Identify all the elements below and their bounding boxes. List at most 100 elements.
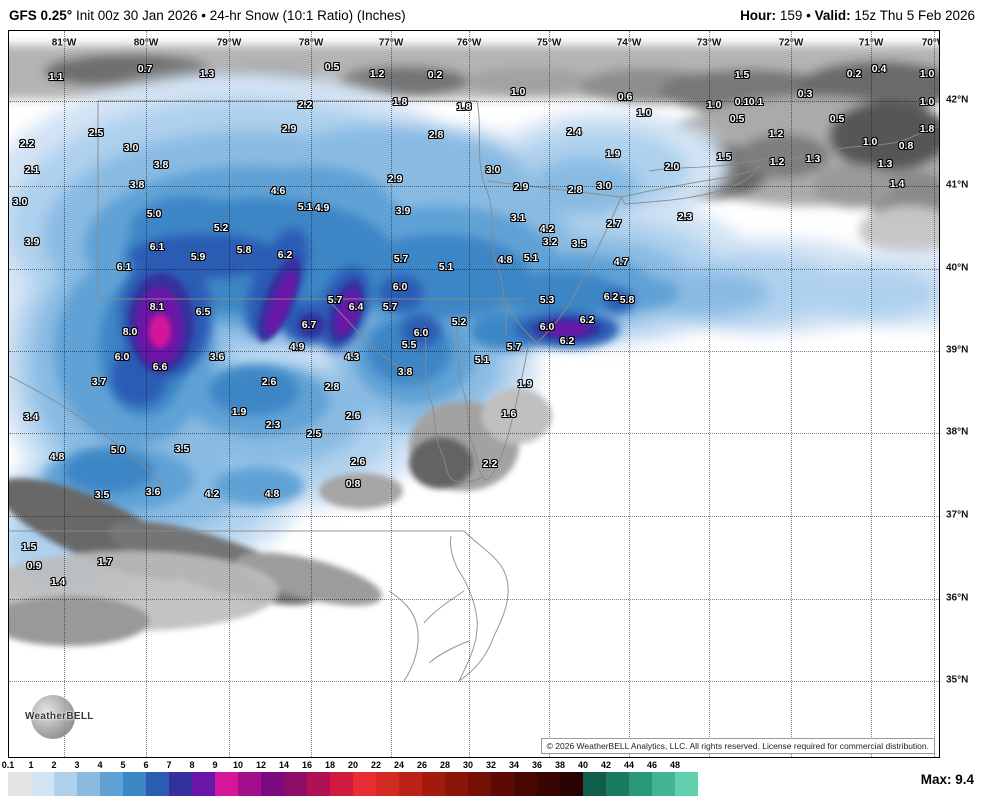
colorbar-segment (146, 772, 169, 796)
snow-value-label: 1.3 (805, 153, 821, 165)
colorbar-tick: 46 (646, 760, 658, 770)
snow-value-label: 3.0 (596, 180, 612, 192)
snow-value-label: 4.8 (264, 488, 280, 500)
snow-value-label: 1.0 (706, 99, 722, 111)
snow-value-label: 0.1 (734, 96, 750, 108)
snow-value-label: 8.0 (122, 326, 138, 338)
colorbar-segment (583, 772, 606, 796)
longitude-label: 79°W (216, 37, 242, 49)
hour-label: Hour: (740, 7, 777, 23)
colorbar-segment (330, 772, 353, 796)
snow-value-label: 4.8 (497, 254, 513, 266)
colorbar-segment (31, 772, 54, 796)
colorbar-segment (261, 772, 284, 796)
snow-value-label: 2.5 (306, 428, 322, 440)
snow-value-label: 5.3 (539, 294, 555, 306)
snow-value-label: 0.5 (324, 61, 340, 73)
snow-value-label: 2.4 (566, 126, 582, 138)
snow-value-label: 6.0 (392, 281, 408, 293)
snow-value-label: 5.7 (393, 253, 409, 265)
colorbar-tick: 8 (189, 760, 195, 770)
snow-value-label: 3.9 (395, 205, 411, 217)
hour-value: 159 (779, 7, 803, 23)
snow-value-label: 2.9 (513, 181, 529, 193)
color-scale-ticks: 0.1 1 2 3 4 5 6 7 8 9 10 12 14 16 18 20 22 24 26 28 30 32 34 36… (2, 760, 708, 771)
snow-value-label: 3.0 (485, 164, 501, 176)
forecast-map: 81°W 80°W 79°W 78°W 77°W 76°W 75°W 74°W 73°W 72°W… (8, 30, 940, 758)
colorbar-tick: 0.1 (1, 760, 15, 770)
latitude-label: 38°N (946, 426, 969, 438)
snow-value-label: 3.5 (174, 443, 190, 455)
snow-value-label: 2.5 (88, 127, 104, 139)
snow-value-label: 3.0 (123, 142, 139, 154)
colorbar-tick: 40 (577, 760, 589, 770)
snow-value-label: 6.1 (116, 261, 132, 273)
snow-value-label: 6.0 (114, 351, 130, 363)
colorbar-tick: 26 (416, 760, 428, 770)
snow-value-label: 0.9 (26, 560, 42, 572)
snow-value-label: 3.7 (91, 376, 107, 388)
snow-value-label: 2.1 (24, 164, 40, 176)
snow-value-label: 1.5 (734, 69, 750, 81)
latitude-label: 39°N (946, 344, 969, 356)
snow-value-label: 1.0 (510, 86, 526, 98)
colorbar-tick: 18 (324, 760, 336, 770)
colorbar-tick: 34 (508, 760, 520, 770)
snow-value-label: 3.8 (153, 159, 169, 171)
snow-value-label: 2.9 (387, 173, 403, 185)
snow-value-label: 6.6 (152, 361, 168, 373)
valid-value: 15z Thu 5 Feb 2026 (854, 7, 975, 23)
snow-value-label: 6.0 (413, 327, 429, 339)
snow-value-label: 3.2 (542, 236, 558, 248)
colorbar-tick: 16 (301, 760, 313, 770)
snow-value-label: 3.6 (145, 486, 161, 498)
colorbar-tick: 14 (278, 760, 290, 770)
colorbar-tick: 2 (51, 760, 57, 770)
logo-text: WeatherBELL (25, 711, 94, 722)
snow-value-label: 5.1 (523, 252, 539, 264)
colorbar-tick: 42 (600, 760, 612, 770)
run-title: GFS 0.25° Init 00z 30 Jan 2026 • 24-hr S… (9, 8, 406, 23)
colorbar-tick: 22 (370, 760, 382, 770)
colorbar-segment (284, 772, 307, 796)
snow-value-label: 1.9 (605, 148, 621, 160)
snow-value-label: 5.8 (236, 244, 252, 256)
colorbar-segment (629, 772, 652, 796)
snow-value-label: 1.8 (919, 123, 935, 135)
colorbar-segment (215, 772, 238, 796)
snow-value-label: 0.8 (345, 478, 361, 490)
snow-value-label: 1.9 (517, 378, 533, 390)
snow-value-label: 6.7 (301, 319, 317, 331)
latitude-label: 40°N (946, 262, 969, 274)
run-description: Init 00z 30 Jan 2026 • 24-hr Snow (10:1 … (75, 7, 406, 23)
snow-value-label: 1.8 (456, 101, 472, 113)
snow-value-label: 1.2 (769, 156, 785, 168)
snow-value-label: 1.0 (862, 136, 878, 148)
colorbar-tick: 32 (485, 760, 497, 770)
snow-value-label: 4.3 (344, 351, 360, 363)
bullet-separator: • (806, 7, 811, 23)
snow-value-label: 2.6 (350, 456, 366, 468)
colorbar-tick: 24 (393, 760, 405, 770)
valid-time-title: Hour: 159 • Valid: 15z Thu 5 Feb 2026 (740, 8, 975, 23)
colorbar-segment (422, 772, 445, 796)
colorbar-tick: 28 (439, 760, 451, 770)
colorbar-segment (54, 772, 77, 796)
snow-value-label: 4.6 (270, 185, 286, 197)
snow-value-label: 6.2 (603, 291, 619, 303)
snow-value-label: 5.5 (401, 339, 417, 351)
snow-value-label: 0.4 (871, 63, 887, 75)
colorbar-segment (445, 772, 468, 796)
snow-value-label: 1.3 (199, 68, 215, 80)
snow-value-label: 2.3 (265, 419, 281, 431)
snow-value-label: 4.8 (49, 451, 65, 463)
max-value: 9.4 (955, 772, 974, 787)
snow-value-label: 1.5 (21, 541, 37, 553)
snow-value-label: 5.1 (297, 201, 313, 213)
snow-value-label: 6.2 (559, 335, 575, 347)
colorbar-segment (77, 772, 100, 796)
longitude-label: 77°W (378, 37, 404, 49)
snow-value-label: 6.1 (149, 241, 165, 253)
snow-value-label: 4.9 (289, 341, 305, 353)
colorbar-segment (376, 772, 399, 796)
